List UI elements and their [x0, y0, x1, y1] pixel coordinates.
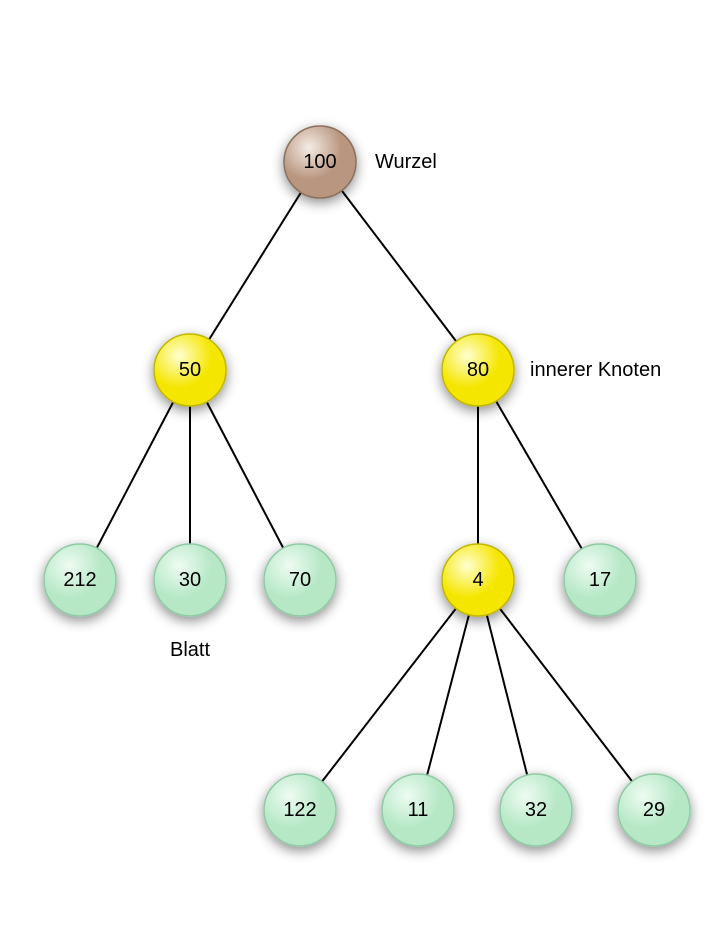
node-leaf: 32 — [500, 774, 572, 846]
node-label: 122 — [283, 799, 316, 821]
annot-leaf: Blatt — [170, 639, 210, 661]
node-leaf: 30 — [154, 544, 226, 616]
edge — [496, 401, 582, 549]
edge — [487, 615, 527, 775]
edge — [322, 608, 456, 781]
node-inner: 50 — [154, 334, 226, 406]
edge — [97, 402, 174, 548]
node-label: 11 — [408, 799, 429, 821]
edge — [342, 191, 456, 342]
node-label: 80 — [467, 359, 489, 381]
node-label: 17 — [589, 569, 611, 591]
tree-diagram: 100 50 80 212 30 70 4 17 122 11 32 29 Wurzel innerer … — [0, 0, 722, 949]
edges-layer — [97, 191, 632, 782]
node-label: 50 — [179, 359, 201, 381]
node-label: 100 — [303, 151, 336, 173]
node-leaf: 17 — [564, 544, 636, 616]
node-label: 70 — [289, 569, 311, 591]
edge — [500, 609, 632, 782]
nodes-layer: 100 50 80 212 30 70 4 17 122 11 32 29 — [44, 126, 690, 846]
node-inner: 80 — [442, 334, 514, 406]
node-label: 29 — [643, 799, 665, 821]
annot-inner: innerer Knoten — [530, 359, 661, 381]
node-leaf: 70 — [264, 544, 336, 616]
node-label: 30 — [179, 569, 201, 591]
node-label: 212 — [63, 569, 96, 591]
node-label: 4 — [472, 569, 483, 591]
node-leaf: 29 — [618, 774, 690, 846]
annot-root: Wurzel — [375, 151, 437, 173]
edge — [207, 402, 284, 548]
node-leaf: 212 — [44, 544, 116, 616]
node-inner: 4 — [442, 544, 514, 616]
node-leaf: 11 — [382, 774, 454, 846]
node-leaf: 122 — [264, 774, 336, 846]
node-label: 32 — [525, 799, 547, 821]
edge — [209, 193, 301, 340]
node-root: 100 — [284, 126, 356, 198]
